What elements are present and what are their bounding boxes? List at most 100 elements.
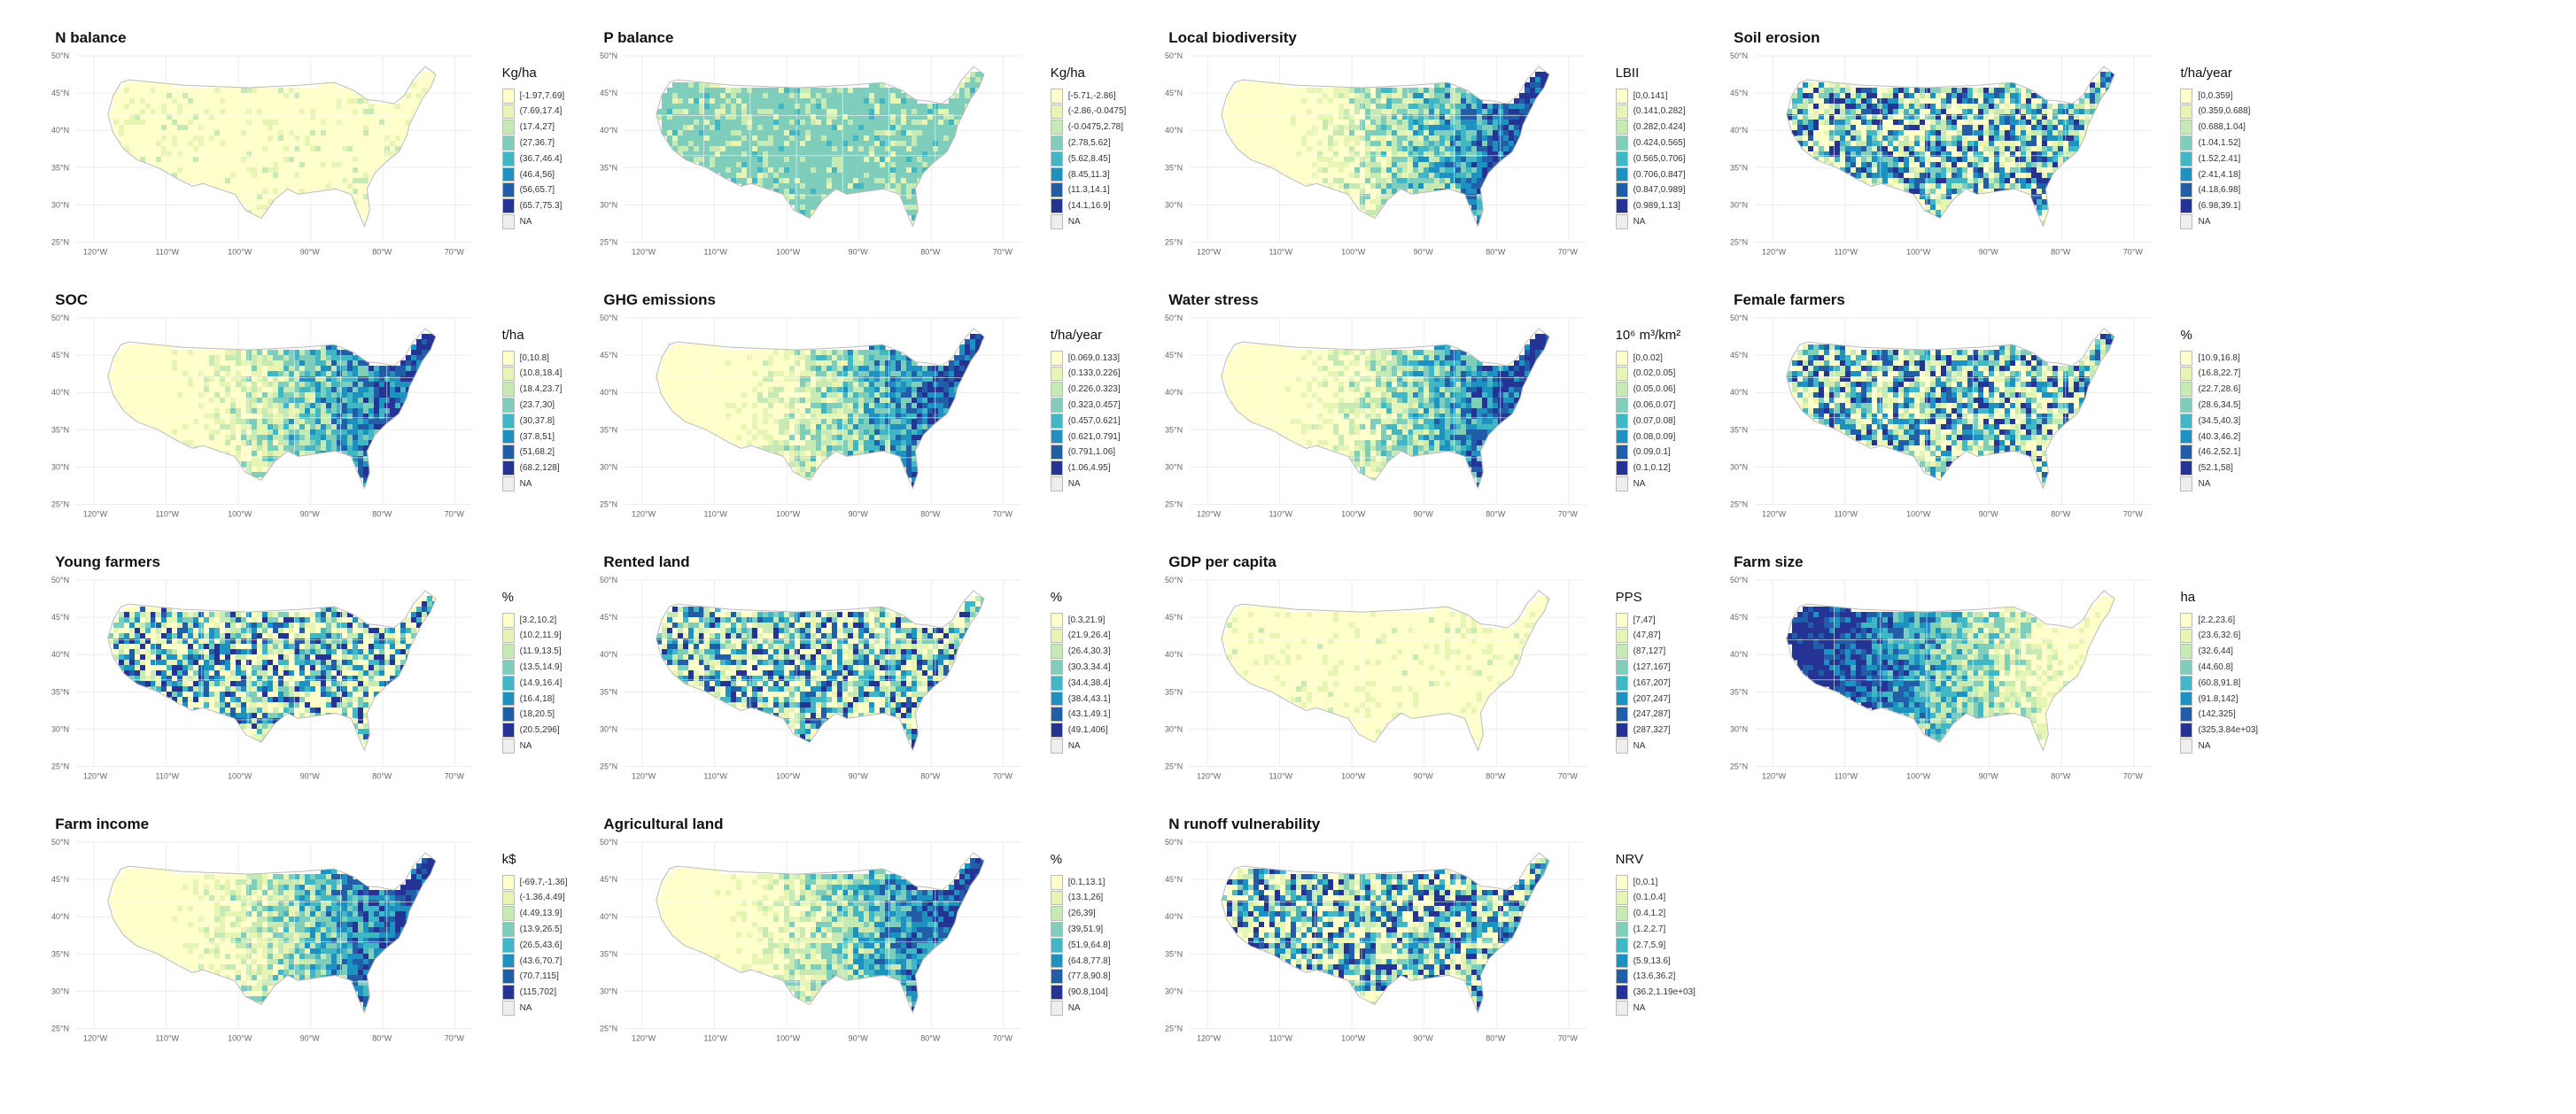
legend-item: [0.069,0.133] — [1050, 350, 1120, 366]
lat-tick-label: 40°N — [600, 651, 617, 660]
legend-swatch — [1615, 691, 1628, 707]
lon-tick-label: 80°W — [921, 248, 942, 257]
legend-item: [0,10.8] — [501, 350, 549, 366]
lat-tick-label: 45°N — [600, 876, 617, 885]
legend-item: (0.1,0.12] — [1615, 460, 1671, 476]
panel-title: GHG emissions — [603, 291, 717, 309]
legend-item: (1.06,4.95] — [1050, 460, 1111, 476]
panel-title: N runoff vulnerability — [1168, 816, 1321, 833]
legend-unit: k$ — [501, 851, 516, 867]
legend-item: [-5.71,-2.86] — [1050, 88, 1116, 104]
legend-item: (17.4,27] — [501, 120, 555, 135]
legend-item: (91.8,142] — [2180, 691, 2238, 707]
legend-swatch — [501, 1000, 515, 1016]
legend-item: (142,325] — [2180, 707, 2236, 723]
lon-tick-label: 70°W — [1558, 1034, 1579, 1043]
legend-item: (21.9,26.4] — [1050, 628, 1111, 644]
legend-item: NA — [1615, 476, 1645, 491]
lon-tick-label: 70°W — [1558, 510, 1579, 519]
choropleth-map: 50°N 45°N 40°N 35°N 30°N 25°N 120°W 110°W 100°W 9… — [600, 838, 1022, 1043]
lon-tick-label: 90°W — [1979, 772, 1999, 781]
panel-title: Local biodiversity — [1168, 29, 1297, 47]
legend-swatch — [501, 88, 515, 104]
legend-swatch — [1615, 1000, 1628, 1016]
legend-swatch — [1615, 675, 1628, 691]
legend-label: (40.3,46.2] — [2198, 431, 2241, 442]
lon-tick-label: 80°W — [373, 1034, 393, 1043]
lon-tick-label: 80°W — [921, 772, 942, 781]
legend-swatch — [1615, 429, 1628, 445]
legend-swatch — [2180, 476, 2193, 491]
legend-item: (10.2,11.9] — [501, 628, 562, 644]
us-counties — [1222, 72, 1550, 227]
lat-tick-label: 40°N — [1165, 651, 1183, 660]
lon-tick-label: 110°W — [1269, 772, 1293, 781]
legend-item: (70.7,115] — [501, 969, 559, 985]
legend-item: (44,60.8] — [2180, 660, 2233, 675]
legend-item: (0.09,0.1] — [1615, 445, 1671, 460]
legend-swatch — [1615, 166, 1628, 182]
legend-item: (0.989,1.13] — [1615, 198, 1680, 213]
legend-item: (16.4,18] — [501, 691, 555, 707]
legend-item: (30.3,34.4] — [1050, 660, 1111, 675]
lat-tick-label: 45°N — [1730, 89, 1748, 98]
us-counties — [108, 72, 437, 227]
legend-swatch — [501, 445, 515, 460]
legend-label: (18,20.5] — [519, 709, 555, 720]
legend-label: (-1.36,4.49] — [519, 893, 565, 903]
lat-tick-label: 35°N — [51, 950, 69, 959]
legend-item: [0,0.141] — [1615, 88, 1668, 104]
legend-item: [7,47] — [1615, 612, 1656, 628]
legend-swatch — [2180, 429, 2193, 445]
legend-item: NA — [2180, 213, 2210, 229]
lat-tick-label: 50°N — [51, 838, 69, 847]
legend-item: NA — [1615, 213, 1645, 229]
lat-tick-label: 25°N — [51, 500, 69, 509]
legend-label: NA — [1067, 1002, 1081, 1013]
legend-label: (127,167] — [1633, 661, 1671, 672]
lat-tick-label: 35°N — [51, 164, 69, 173]
legend-label: (6.98,39.1] — [2198, 201, 2241, 212]
lat-tick-label: 40°N — [1730, 127, 1748, 135]
legend-label: (20.5,296] — [519, 725, 560, 736]
legend-unit: PPS — [1615, 589, 1642, 605]
lon-tick-label: 120°W — [632, 1034, 656, 1043]
legend-swatch — [1615, 707, 1628, 723]
legend-swatch — [501, 937, 515, 953]
legend-item: NA — [501, 738, 531, 754]
lon-tick-label: 110°W — [1835, 510, 1858, 519]
legend-item: (0.226,0.323] — [1050, 382, 1121, 398]
legend-swatch — [1050, 413, 1063, 429]
legend-swatch — [501, 413, 515, 429]
lat-tick-label: 30°N — [600, 725, 617, 734]
legend-label: (51.9,64.8] — [1067, 940, 1111, 950]
lat-tick-label: 35°N — [1165, 950, 1183, 959]
legend-unit: NRV — [1615, 851, 1643, 867]
legend-swatch — [2180, 612, 2193, 628]
legend-swatch — [2180, 182, 2193, 198]
legend-label: [0,0.1] — [1633, 877, 1658, 887]
choropleth-map: 50°N 45°N 40°N 35°N 30°N 25°N 120°W 110°W 100°W 9… — [51, 838, 474, 1043]
lon-tick-label: 90°W — [849, 510, 869, 519]
lat-tick-label: 40°N — [600, 127, 617, 135]
lon-tick-label: 100°W — [1341, 1034, 1366, 1043]
legend-item: [-1.97,7.69] — [501, 88, 564, 104]
lat-tick-label: 30°N — [1165, 201, 1183, 210]
legend-label: (1.04,1.52] — [2198, 137, 2241, 148]
legend-item: (287,327] — [1615, 723, 1671, 738]
lon-tick-label: 70°W — [445, 510, 465, 519]
legend-item: [0.1,13.1] — [1050, 874, 1105, 890]
legend-item: NA — [1615, 1000, 1646, 1016]
lon-tick-label: 100°W — [1341, 772, 1366, 781]
legend-label: (46.4,56] — [519, 169, 555, 180]
legend-label: (11.9,13.5] — [519, 646, 562, 657]
legend-swatch — [1050, 707, 1063, 723]
legend-swatch — [2180, 398, 2193, 413]
legend-label: (0.06,0.07] — [1633, 399, 1676, 410]
legend-label: NA — [1633, 1002, 1646, 1013]
panel-title: GDP per capita — [1168, 553, 1276, 571]
panel-title: Farm size — [1734, 553, 1804, 571]
choropleth-map: 50°N 45°N 40°N 35°N 30°N 25°N 120°W 110°W 100°W 9… — [51, 576, 474, 781]
legend-item: (32.6,44] — [2180, 644, 2233, 660]
legend-unit: t/ha — [501, 327, 524, 343]
